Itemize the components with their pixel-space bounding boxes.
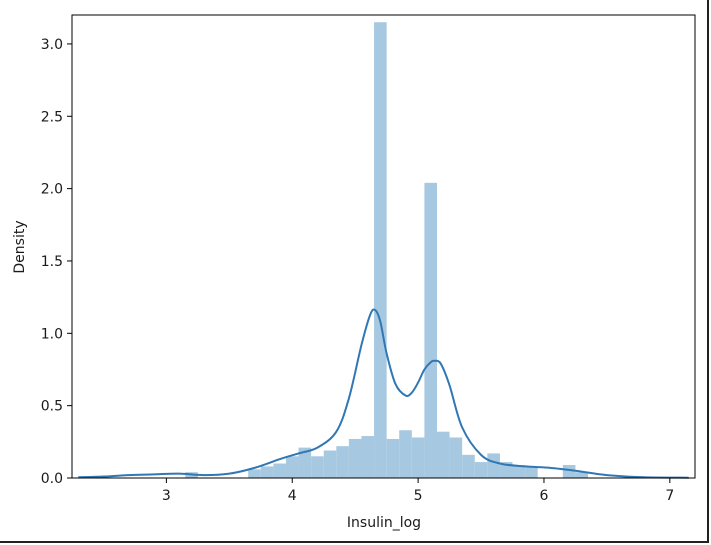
y-tick-label: 1.0 (41, 326, 63, 342)
histogram-bar (361, 436, 375, 478)
histogram-bar (575, 472, 589, 478)
histogram-bar (449, 437, 463, 478)
y-tick-label: 3.0 (41, 37, 63, 53)
x-tick-label: 4 (288, 488, 297, 504)
y-tick-label: 0.0 (41, 471, 63, 487)
y-tick-label: 1.5 (41, 254, 63, 270)
histogram-bar (298, 447, 312, 478)
histogram-bar (562, 464, 576, 478)
histogram-bar (474, 462, 488, 478)
histogram-bar (487, 453, 500, 478)
kde-line (78, 308, 689, 479)
histogram-bar (525, 466, 538, 478)
x-axis-label: Insulin_log (347, 515, 421, 531)
histogram-bar (512, 464, 526, 478)
y-tick-label: 2.5 (41, 109, 63, 125)
histogram-bar (273, 463, 286, 478)
histogram-bar (424, 182, 437, 478)
x-tick-label: 7 (665, 488, 674, 504)
histogram-bar (411, 437, 425, 478)
histogram-bar (285, 456, 299, 478)
histogram-bar (462, 454, 475, 478)
plot-frame (71, 14, 696, 479)
histogram-bar (248, 469, 261, 478)
histogram-bars (78, 22, 589, 478)
histogram-bar (386, 438, 400, 478)
x-tick-label: 3 (162, 488, 171, 504)
histogram-bar (436, 431, 450, 478)
histogram-bar (323, 450, 337, 478)
histogram-bar (260, 466, 274, 478)
x-tick-label: 5 (414, 488, 423, 504)
histogram-bar (374, 22, 387, 478)
x-tick-label: 6 (540, 488, 549, 504)
y-tick-label: 2.0 (41, 182, 63, 198)
histogram-bar (336, 446, 349, 478)
histogram-bar (311, 456, 324, 478)
y-axis-ticks: 0.0 0.5 1.0 1.5 2.0 2.5 3.0 (41, 37, 72, 487)
y-tick-label: 0.5 (41, 399, 63, 415)
histogram-bar (399, 430, 412, 478)
y-axis-label: Density (12, 220, 28, 273)
x-axis-ticks: 3 4 5 6 7 (162, 478, 674, 504)
histogram-bar (348, 438, 362, 478)
